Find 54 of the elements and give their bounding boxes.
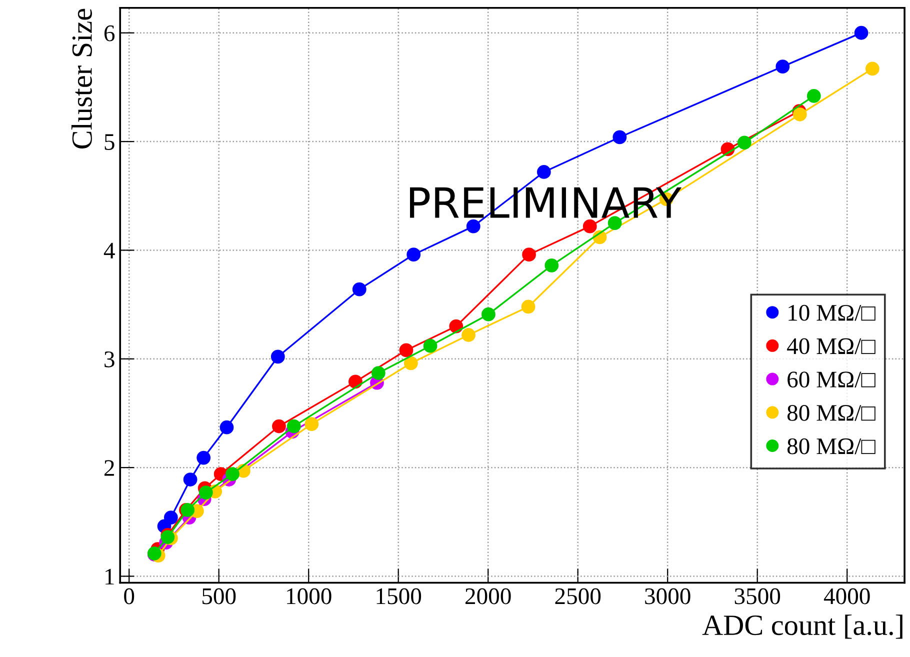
y-tick-label: 2 bbox=[104, 460, 114, 476]
y-tick-label: 1 bbox=[106, 568, 114, 584]
x-tick-label: 500 bbox=[202, 588, 236, 604]
x-tick-label: 4000 bbox=[824, 588, 870, 604]
point bbox=[792, 107, 807, 122]
point bbox=[183, 472, 198, 486]
x-tick-label: 3000 bbox=[645, 588, 690, 604]
legend-label: 80 MΩ/□ bbox=[787, 404, 876, 421]
y-tick-label: 3 bbox=[104, 351, 114, 368]
point bbox=[160, 530, 175, 544]
point bbox=[737, 136, 752, 150]
point bbox=[865, 62, 880, 76]
point bbox=[371, 366, 386, 380]
legend-label: 80 MΩ/□ bbox=[787, 438, 876, 454]
x-tick-label: 1000 bbox=[287, 588, 332, 604]
point bbox=[270, 350, 285, 364]
point bbox=[522, 248, 536, 262]
x-tick-label: 1500 bbox=[376, 588, 422, 604]
point bbox=[806, 88, 821, 103]
point bbox=[854, 26, 868, 40]
point bbox=[462, 328, 476, 342]
point bbox=[196, 450, 211, 465]
legend-label: 10 MΩ/□ bbox=[788, 304, 876, 321]
point bbox=[304, 417, 319, 432]
point bbox=[776, 60, 790, 74]
point bbox=[352, 282, 366, 296]
point bbox=[536, 165, 551, 179]
x-axis-title: ADC count [a.u.] bbox=[702, 614, 902, 639]
y-tick-label: 6 bbox=[104, 25, 115, 42]
point bbox=[286, 419, 301, 434]
point bbox=[521, 300, 536, 314]
point bbox=[226, 467, 240, 482]
legend-label: 60 MΩ/□ bbox=[788, 372, 876, 388]
point bbox=[612, 130, 627, 144]
point bbox=[272, 419, 286, 434]
y-tick-label: 5 bbox=[104, 134, 114, 150]
point bbox=[544, 258, 559, 272]
x-tick-label: 0 bbox=[124, 588, 134, 604]
point bbox=[198, 486, 213, 500]
point bbox=[582, 219, 597, 234]
point bbox=[406, 248, 421, 262]
point bbox=[399, 343, 414, 358]
point bbox=[404, 356, 418, 370]
point bbox=[482, 307, 496, 322]
point bbox=[164, 510, 178, 524]
y-tick-label: 4 bbox=[104, 242, 115, 258]
x-tick-label: 2000 bbox=[466, 588, 511, 604]
x-tick-label: 2500 bbox=[555, 588, 601, 604]
legend-label: 40 MΩ/□ bbox=[787, 338, 876, 354]
point bbox=[423, 338, 438, 353]
x-tick-label: 3500 bbox=[734, 588, 780, 604]
point bbox=[220, 420, 234, 434]
y-axis-title: Cluster Size bbox=[71, 8, 92, 148]
point bbox=[466, 219, 480, 234]
